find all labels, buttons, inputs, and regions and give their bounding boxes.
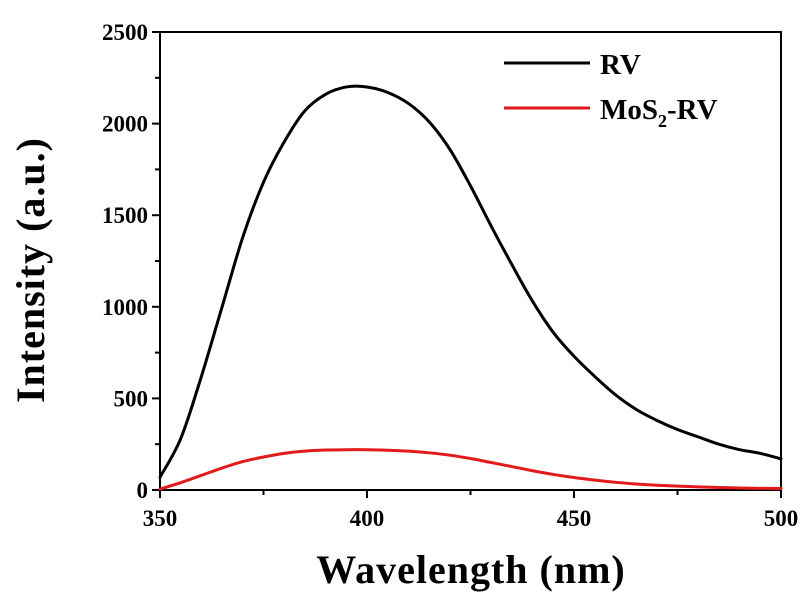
y-tick-label: 0 (137, 478, 149, 503)
legend-label-mos2-base: MoS (600, 94, 658, 126)
x-axis-title: Wavelength (nm) (316, 547, 625, 592)
x-tick-label: 450 (557, 506, 592, 531)
legend-label-mos2-suffix: -RV (667, 94, 718, 126)
y-axis-title: Intensity (a.u.) (8, 137, 53, 403)
x-axis-ticks: 350 400 450 500 (143, 490, 799, 531)
legend: RV MoS2-RV (504, 49, 718, 131)
y-tick-label: 2000 (102, 112, 148, 137)
x-tick-label: 400 (350, 506, 385, 531)
y-tick-label: 1500 (102, 203, 148, 228)
series-layer (158, 84, 783, 491)
x-tick-label: 500 (764, 506, 799, 531)
legend-label-mos2-subscript: 2 (658, 111, 667, 131)
legend-label-mos2-rv: MoS2-RV (600, 94, 718, 131)
series-line-rv (158, 84, 783, 479)
y-axis-ticks: 0 500 1000 1500 2000 2500 (102, 20, 160, 503)
x-tick-label: 350 (143, 506, 178, 531)
legend-label-rv: RV (600, 49, 641, 81)
y-tick-label: 2500 (102, 20, 148, 45)
y-tick-label: 500 (114, 386, 149, 411)
y-tick-label: 1000 (102, 295, 148, 320)
series-line-mos2-rv (158, 448, 783, 491)
